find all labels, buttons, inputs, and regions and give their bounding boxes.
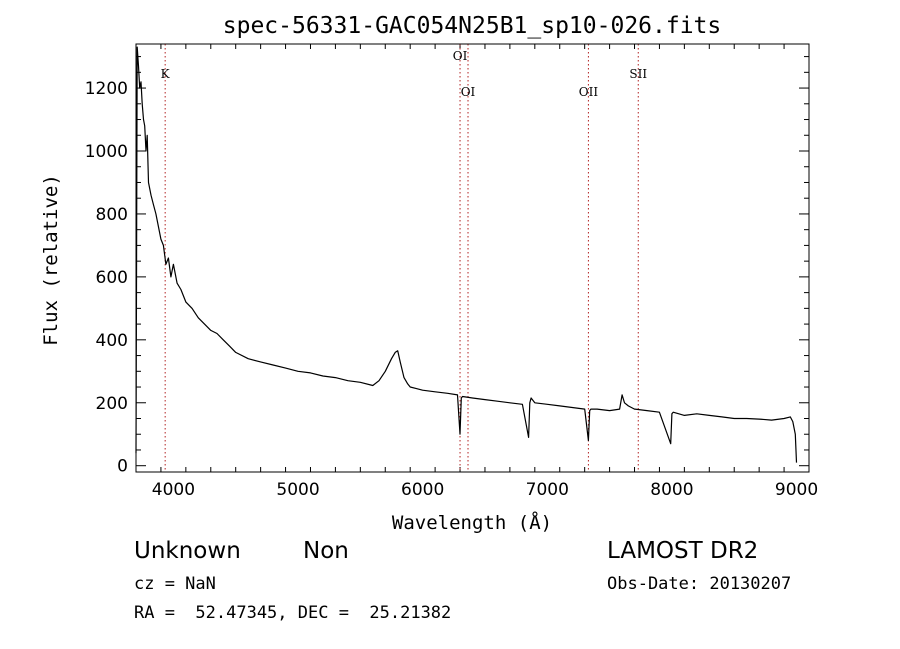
spectrum-line	[135, 46, 798, 463]
spectrum-chart: spec-56331-GAC054N25B1_sp10-026.fits Flu…	[40, 13, 818, 534]
x-axis-label: Wavelength (Å)	[392, 511, 552, 534]
obs-date: Obs-Date: 20130207	[607, 574, 792, 594]
spectral-line-label: OI	[461, 85, 476, 99]
y-tick-label: 0	[117, 457, 128, 477]
spectral-line-label: OII	[579, 85, 599, 99]
y-tick-label: 1000	[85, 142, 128, 162]
object-subclass: Non	[303, 538, 349, 564]
y-tick-label: 400	[96, 331, 128, 351]
y-axis-label: Flux (relative)	[40, 174, 62, 346]
spectral-line-label: K	[161, 67, 171, 81]
chart-title: spec-56331-GAC054N25B1_sp10-026.fits	[223, 13, 722, 39]
x-tick-label: 4000	[152, 480, 195, 500]
y-tick-label: 600	[96, 268, 128, 288]
y-tick-label: 1200	[85, 79, 128, 99]
x-tick-label: 7000	[526, 480, 569, 500]
x-tick-label: 8000	[650, 480, 693, 500]
redshift-cz: cz = NaN	[134, 574, 216, 594]
ra-dec: RA = 52.47345, DEC = 25.21382	[134, 603, 452, 623]
spectral-line-label: SII	[629, 67, 647, 81]
y-tick-label: 800	[96, 205, 128, 225]
spectral-line-label: OI	[453, 49, 468, 63]
plot-frame	[135, 43, 810, 473]
y-tick-label: 200	[96, 394, 128, 414]
x-tick-label: 9000	[775, 480, 818, 500]
survey-name: LAMOST DR2	[607, 538, 759, 564]
x-tick-label: 5000	[276, 480, 319, 500]
x-tick-label: 6000	[401, 480, 444, 500]
object-class: Unknown	[134, 538, 241, 564]
